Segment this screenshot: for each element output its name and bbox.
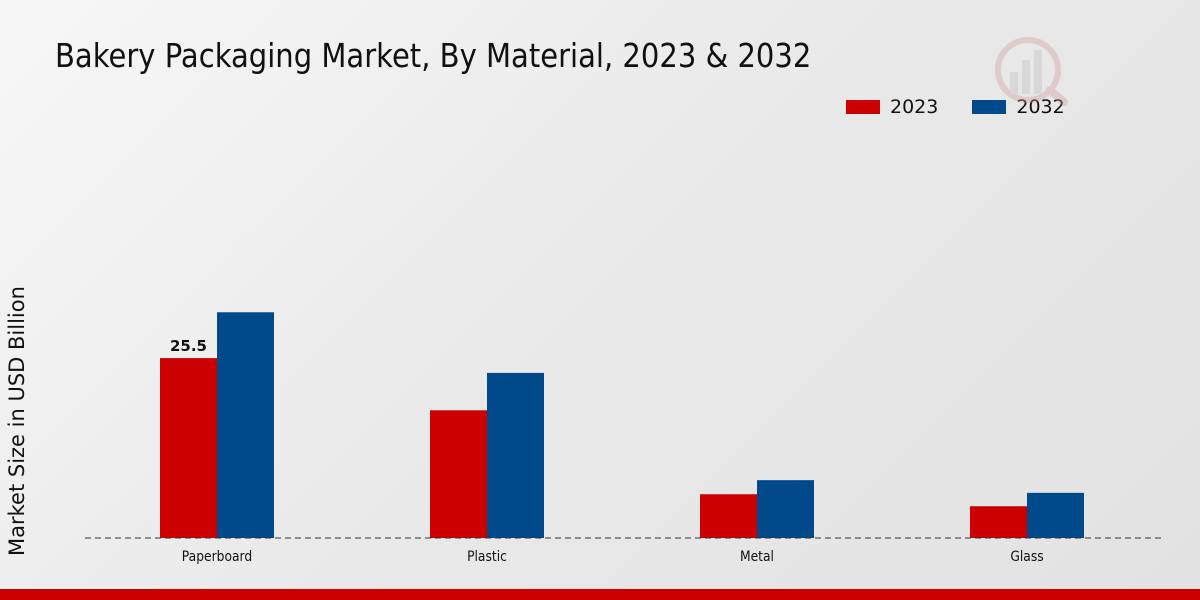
legend-label-2032: 2032	[1016, 96, 1065, 118]
x-tick-label: Paperboard	[182, 549, 252, 565]
bar-paperboard-2032	[217, 312, 274, 538]
legend-swatch-2023	[846, 100, 880, 114]
chart-title: Bakery Packaging Market, By Material, 20…	[55, 36, 812, 75]
legend-label-2023: 2023	[890, 96, 939, 118]
bar-plastic-2023	[430, 410, 487, 538]
bar-glass-2032	[1027, 492, 1084, 538]
legend-item-2032: 2032	[972, 96, 1065, 118]
bar-metal-2032	[757, 480, 814, 538]
bottom-accent-bar	[0, 589, 1200, 600]
watermark-logo-icon	[995, 37, 1068, 106]
bar-paperboard-2023	[160, 358, 217, 538]
x-tick-label: Metal	[740, 549, 774, 565]
legend-item-2023: 2023	[846, 96, 938, 118]
legend-swatch-2032	[972, 100, 1007, 114]
x-tick-label: Plastic	[467, 549, 507, 565]
data-label: 25.5	[170, 337, 207, 355]
bar-glass-2023	[970, 506, 1027, 538]
bar-plastic-2032	[487, 372, 544, 538]
x-tick-label: Glass	[1010, 549, 1043, 565]
legend: 2023 2032	[846, 96, 1065, 118]
bar-metal-2023	[700, 494, 757, 538]
